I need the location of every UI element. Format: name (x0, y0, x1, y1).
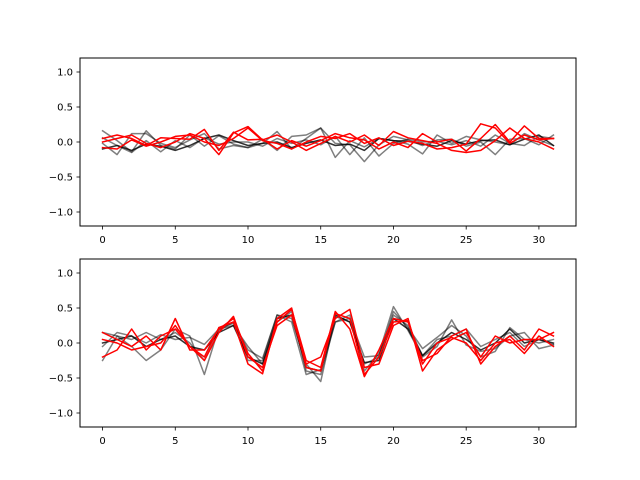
series-line-7 (101, 307, 555, 376)
y-tick-label: −0.5 (49, 173, 73, 184)
x-tick-label: 0 (99, 436, 105, 447)
series-line-3 (101, 310, 555, 376)
series-group (101, 123, 555, 163)
x-tick-label: 20 (387, 436, 400, 447)
series-line-7 (101, 125, 555, 156)
x-tick-label: 30 (533, 235, 546, 246)
x-tick-label: 10 (242, 235, 255, 246)
x-tick-label: 15 (314, 235, 327, 246)
y-tick-label: −0.5 (49, 374, 73, 385)
y-tick-label: 0.5 (57, 103, 73, 114)
y-tick-label: 0.5 (57, 304, 73, 315)
x-tick-label: 30 (533, 436, 546, 447)
x-tick-label: 25 (460, 235, 473, 246)
y-tick-label: 0.0 (57, 138, 73, 149)
x-tick-label: 15 (314, 436, 327, 447)
series-group (101, 305, 555, 383)
y-tick-label: −1.0 (49, 409, 73, 420)
y-tick-label: −1.0 (49, 208, 73, 219)
series-line-6 (101, 308, 555, 372)
y-tick-label: 1.0 (57, 269, 73, 280)
subplot-top: 0 5 10 15 20 25 30 1.0 0.5 0.0 −0.5 −1.0 (49, 57, 577, 246)
x-tick-label: 10 (242, 436, 255, 447)
x-tick-label: 20 (387, 235, 400, 246)
series-line-6 (101, 123, 555, 150)
y-tick-label: 0.0 (57, 339, 73, 350)
subplot-bottom: 0 5 10 15 20 25 30 1.0 0.5 0.0 −0.5 −1.0 (49, 258, 577, 447)
y-tick-label: 1.0 (57, 68, 73, 79)
x-tick-label: 25 (460, 436, 473, 447)
x-tick-label: 5 (172, 436, 178, 447)
x-tick-label: 0 (99, 235, 105, 246)
series-line-2 (101, 127, 555, 163)
x-tick-label: 5 (172, 235, 178, 246)
